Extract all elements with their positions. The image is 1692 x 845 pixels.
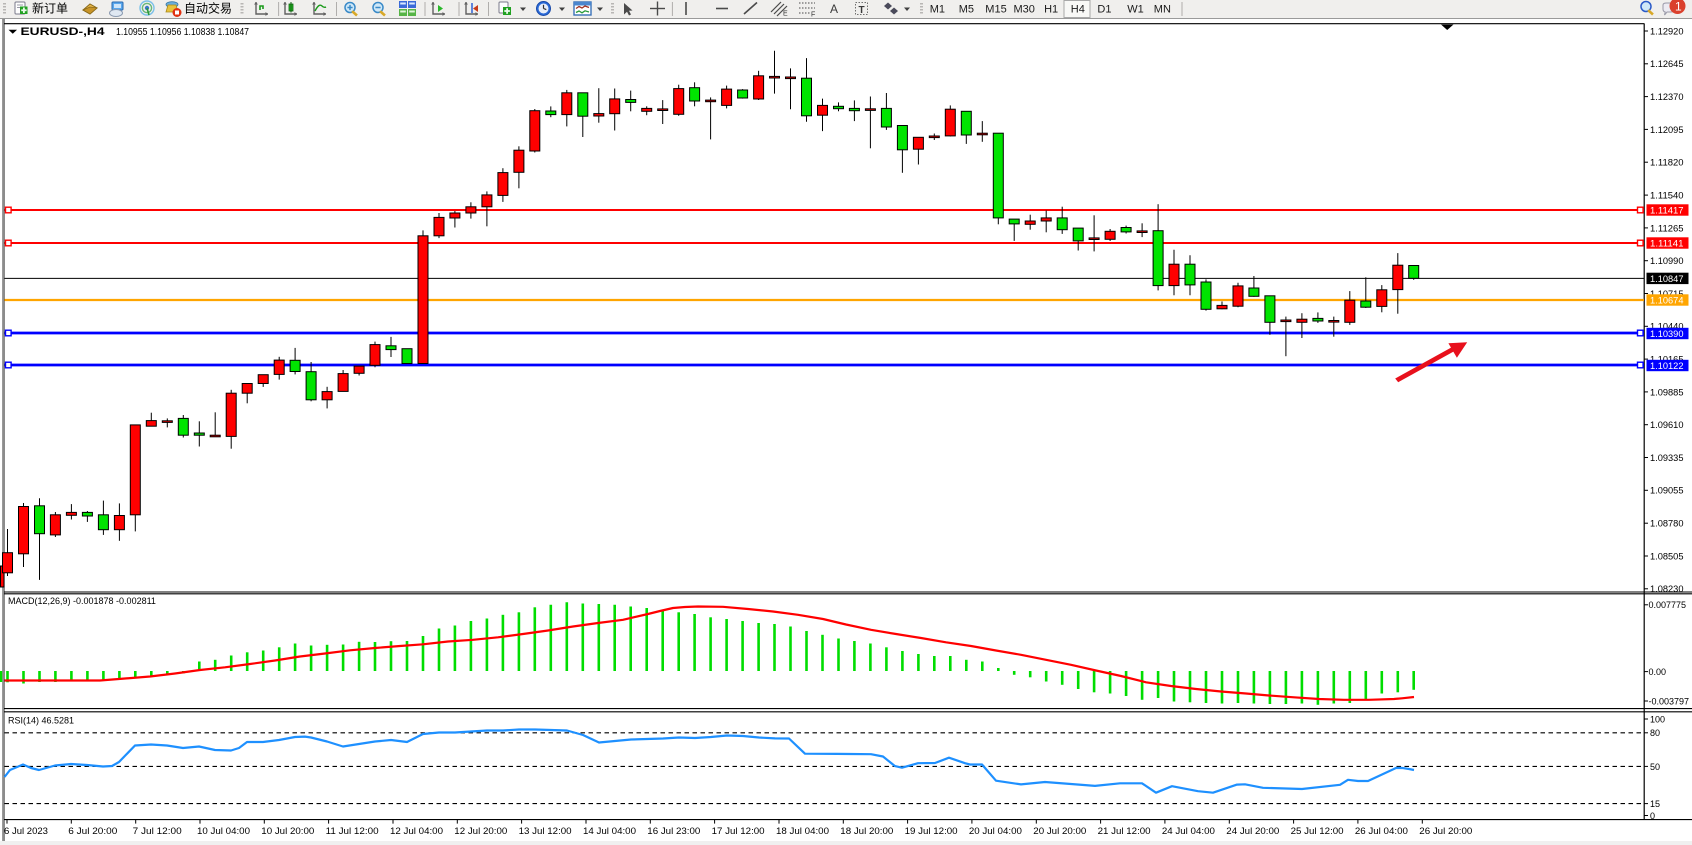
svg-text:1.10847: 1.10847 <box>1650 274 1684 284</box>
svg-text:A: A <box>830 2 838 16</box>
svg-text:1.08230: 1.08230 <box>1650 584 1684 594</box>
svg-text:1.10990: 1.10990 <box>1650 256 1684 266</box>
svg-text:20 Jul 04:00: 20 Jul 04:00 <box>969 826 1022 836</box>
svg-text:24 Jul 20:00: 24 Jul 20:00 <box>1226 826 1279 836</box>
svg-text:1.11265: 1.11265 <box>1650 223 1684 233</box>
svg-text:新订单: 新订单 <box>32 1 68 16</box>
svg-text:1.09610: 1.09610 <box>1650 420 1684 430</box>
svg-text:1.10165: 1.10165 <box>1650 355 1684 365</box>
svg-text:T: T <box>859 5 865 16</box>
svg-text:15: 15 <box>1650 799 1660 809</box>
svg-text:13 Jul 12:00: 13 Jul 12:00 <box>519 826 572 836</box>
svg-text:18 Jul 20:00: 18 Jul 20:00 <box>840 826 893 836</box>
svg-text:50: 50 <box>1650 762 1660 772</box>
svg-text:1.08780: 1.08780 <box>1650 519 1684 529</box>
svg-text:100: 100 <box>1650 714 1665 724</box>
svg-text:80: 80 <box>1650 728 1660 738</box>
svg-text:10 Jul 20:00: 10 Jul 20:00 <box>261 826 314 836</box>
svg-text:0.00: 0.00 <box>1649 667 1667 677</box>
svg-text:M15: M15 <box>985 4 1006 16</box>
svg-text:1.11141: 1.11141 <box>1650 239 1684 249</box>
svg-text:26 Jul 04:00: 26 Jul 04:00 <box>1355 826 1408 836</box>
svg-text:1.12645: 1.12645 <box>1650 59 1684 69</box>
svg-text:W1: W1 <box>1127 4 1144 16</box>
svg-text:-0.003797: -0.003797 <box>1649 696 1690 706</box>
svg-text:11 Jul 12:00: 11 Jul 12:00 <box>326 826 379 836</box>
svg-text:1.09055: 1.09055 <box>1650 486 1684 496</box>
svg-text:1: 1 <box>1675 0 1682 14</box>
svg-text:1.08505: 1.08505 <box>1650 551 1684 561</box>
svg-text:自动交易: 自动交易 <box>184 1 232 16</box>
svg-text:F: F <box>811 12 815 19</box>
svg-text:H1: H1 <box>1044 4 1058 16</box>
svg-text:MACD(12,26,9) -0.001878 -0.002: MACD(12,26,9) -0.001878 -0.002811 <box>8 596 156 606</box>
svg-text:1.12370: 1.12370 <box>1650 92 1684 102</box>
svg-text:1.11417: 1.11417 <box>1650 206 1684 216</box>
svg-text:25 Jul 12:00: 25 Jul 12:00 <box>1291 826 1344 836</box>
svg-text:0: 0 <box>1650 811 1655 821</box>
svg-text:24 Jul 04:00: 24 Jul 04:00 <box>1162 826 1215 836</box>
svg-text:M30: M30 <box>1014 4 1035 16</box>
svg-text:0.007775: 0.007775 <box>1649 600 1687 610</box>
svg-text:10 Jul 04:00: 10 Jul 04:00 <box>197 826 250 836</box>
svg-text:RSI(14) 46.5281: RSI(14) 46.5281 <box>8 716 74 726</box>
svg-text:6 Jul 20:00: 6 Jul 20:00 <box>68 826 117 836</box>
svg-text:6 Jul 2023: 6 Jul 2023 <box>4 826 48 836</box>
svg-text:18 Jul 04:00: 18 Jul 04:00 <box>776 826 829 836</box>
svg-text:M5: M5 <box>959 4 974 16</box>
svg-text:20 Jul 20:00: 20 Jul 20:00 <box>1033 826 1086 836</box>
svg-text:26 Jul 20:00: 26 Jul 20:00 <box>1419 826 1472 836</box>
svg-text:16 Jul 23:00: 16 Jul 23:00 <box>647 826 700 836</box>
svg-text:M1: M1 <box>930 4 945 16</box>
svg-text:19 Jul 12:00: 19 Jul 12:00 <box>905 826 958 836</box>
svg-text:17 Jul 12:00: 17 Jul 12:00 <box>712 826 765 836</box>
svg-text:H4: H4 <box>1071 4 1085 16</box>
svg-text:12 Jul 20:00: 12 Jul 20:00 <box>454 826 507 836</box>
svg-text:1.09885: 1.09885 <box>1650 387 1684 397</box>
svg-text:1.12095: 1.12095 <box>1650 125 1684 135</box>
svg-text:21 Jul 12:00: 21 Jul 12:00 <box>1098 826 1151 836</box>
svg-text:1.10390: 1.10390 <box>1650 329 1684 339</box>
svg-text:12 Jul 04:00: 12 Jul 04:00 <box>390 826 443 836</box>
svg-text:7 Jul 12:00: 7 Jul 12:00 <box>133 826 182 836</box>
svg-text:EURUSD-,H4: EURUSD-,H4 <box>21 26 106 38</box>
svg-text:1.12920: 1.12920 <box>1650 26 1684 36</box>
svg-text:E: E <box>783 11 788 18</box>
svg-text:1.11540: 1.11540 <box>1650 191 1684 201</box>
svg-text:1.10674: 1.10674 <box>1650 296 1684 306</box>
svg-text:1.11820: 1.11820 <box>1650 158 1684 168</box>
svg-text:1.10440: 1.10440 <box>1650 322 1684 332</box>
svg-text:D1: D1 <box>1097 4 1111 16</box>
svg-text:MN: MN <box>1154 4 1171 16</box>
svg-text:1.10955 1.10956 1.10838 1.1084: 1.10955 1.10956 1.10838 1.10847 <box>116 27 249 38</box>
svg-text:1.09335: 1.09335 <box>1650 453 1684 463</box>
svg-text:14 Jul 04:00: 14 Jul 04:00 <box>583 826 636 836</box>
svg-text:1.10122: 1.10122 <box>1650 361 1684 371</box>
svg-text:1.10715: 1.10715 <box>1650 289 1684 299</box>
